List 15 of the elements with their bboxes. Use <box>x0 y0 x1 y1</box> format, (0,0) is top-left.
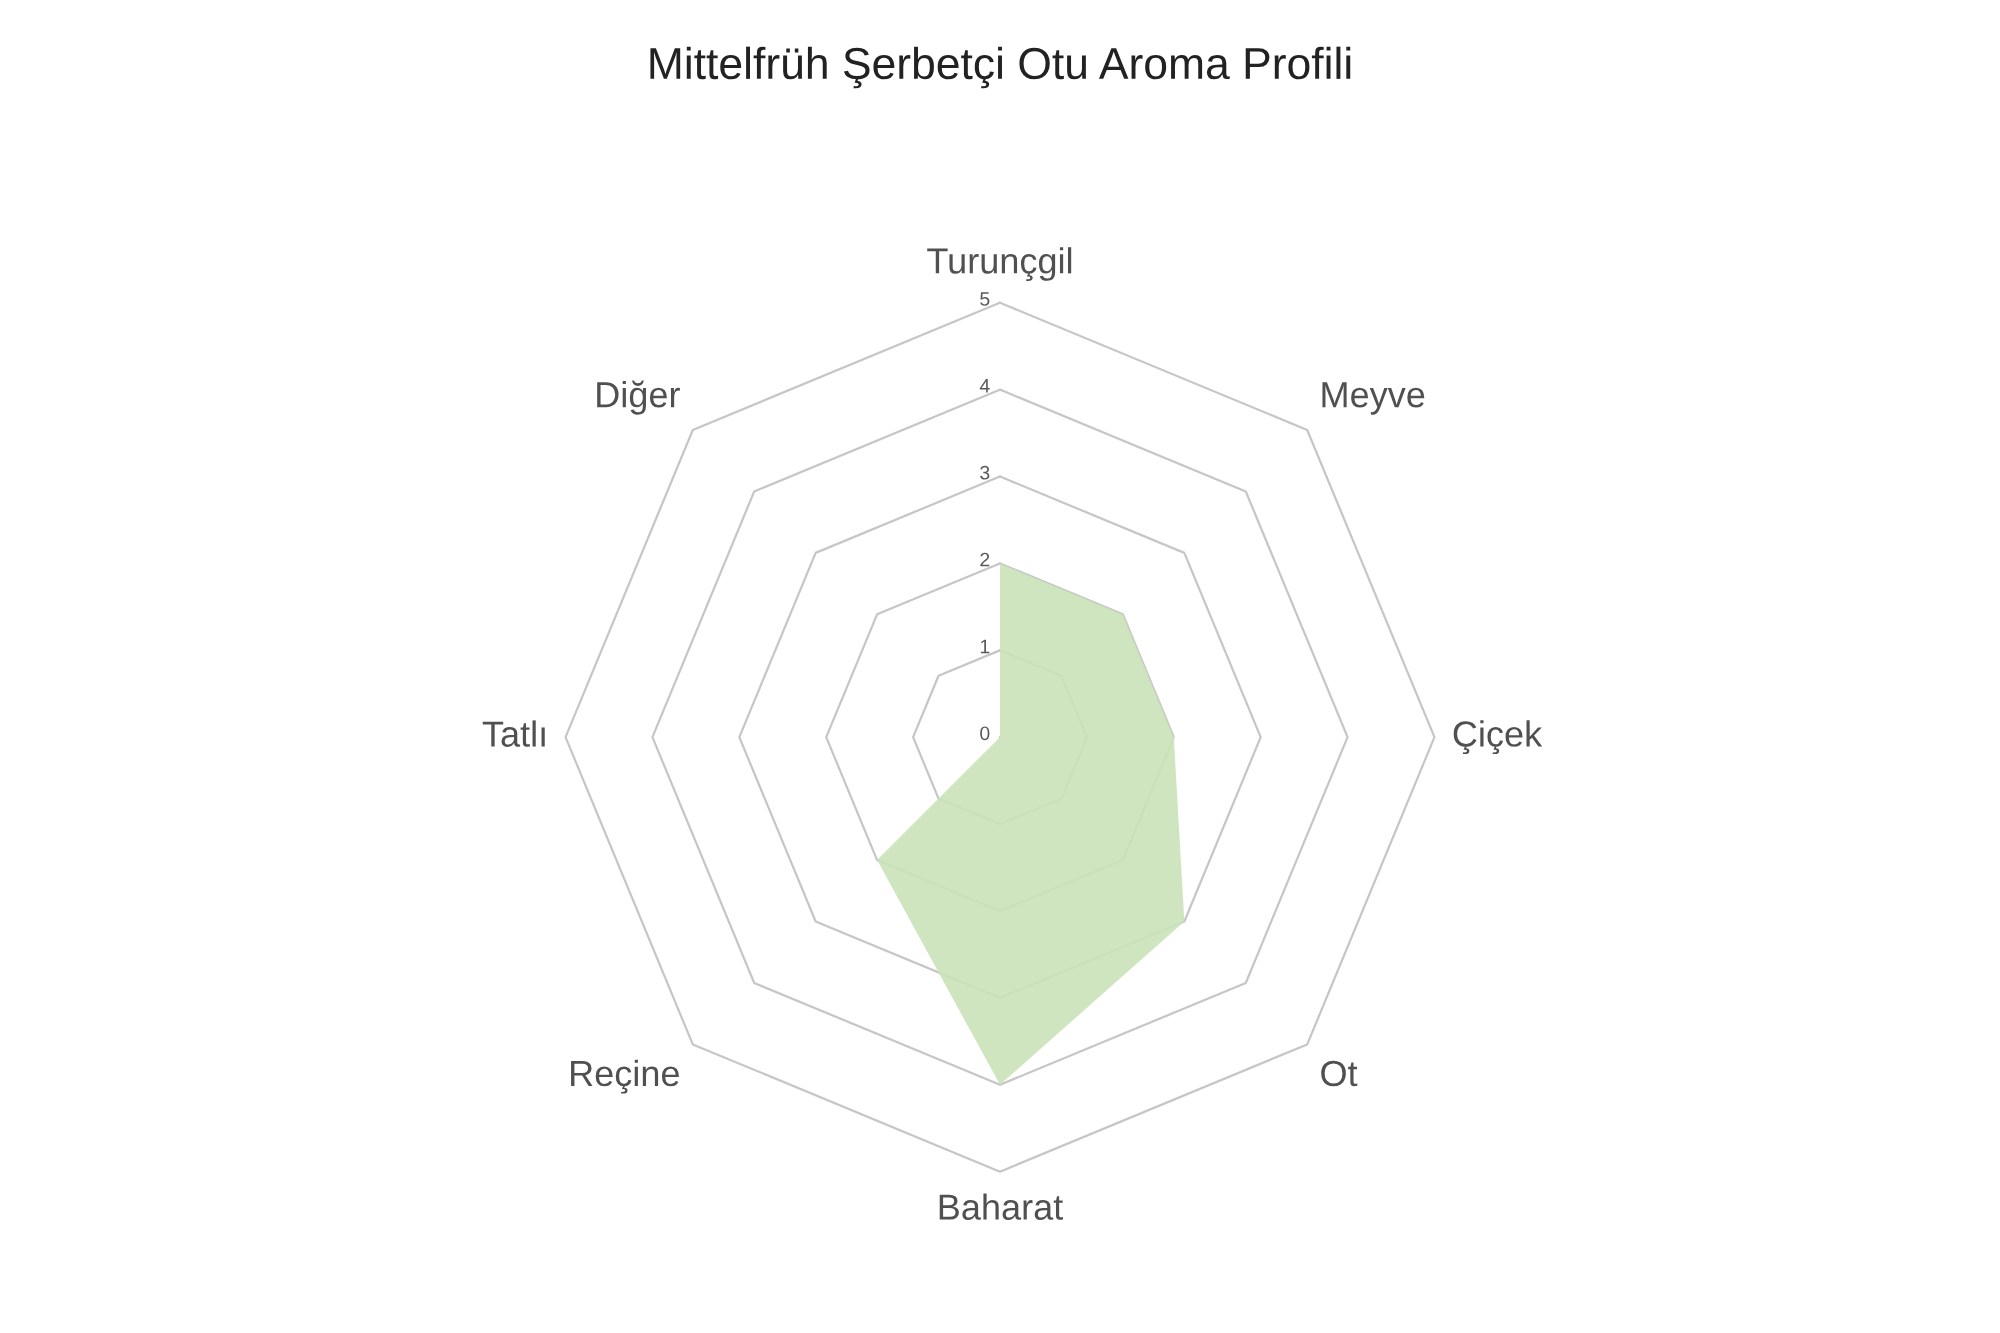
y-tick-label: 1 <box>980 639 990 654</box>
y-tick-label: 3 <box>980 465 990 480</box>
spoke-label: Diğer <box>597 380 680 415</box>
spoke-label: Ot <box>1321 1060 1358 1087</box>
y-tick-label: 2 <box>980 552 990 567</box>
spoke-label: Baharat <box>939 1193 1063 1220</box>
spoke-label: Çiçek <box>1453 720 1543 755</box>
spoke-label: Reçine <box>571 1059 679 1094</box>
y-tick-label: 5 <box>980 292 990 306</box>
chart-title: Mittelfrüh Şerbetçi Otu Aroma Profili <box>650 46 1351 89</box>
y-tick-label: 4 <box>979 379 990 393</box>
y-tick-label: 0 <box>980 726 990 741</box>
spoke-label: Turunçgil <box>927 247 1072 282</box>
spoke-label: Tatlı <box>482 720 545 747</box>
spoke-label: Meyve <box>1322 382 1425 415</box>
